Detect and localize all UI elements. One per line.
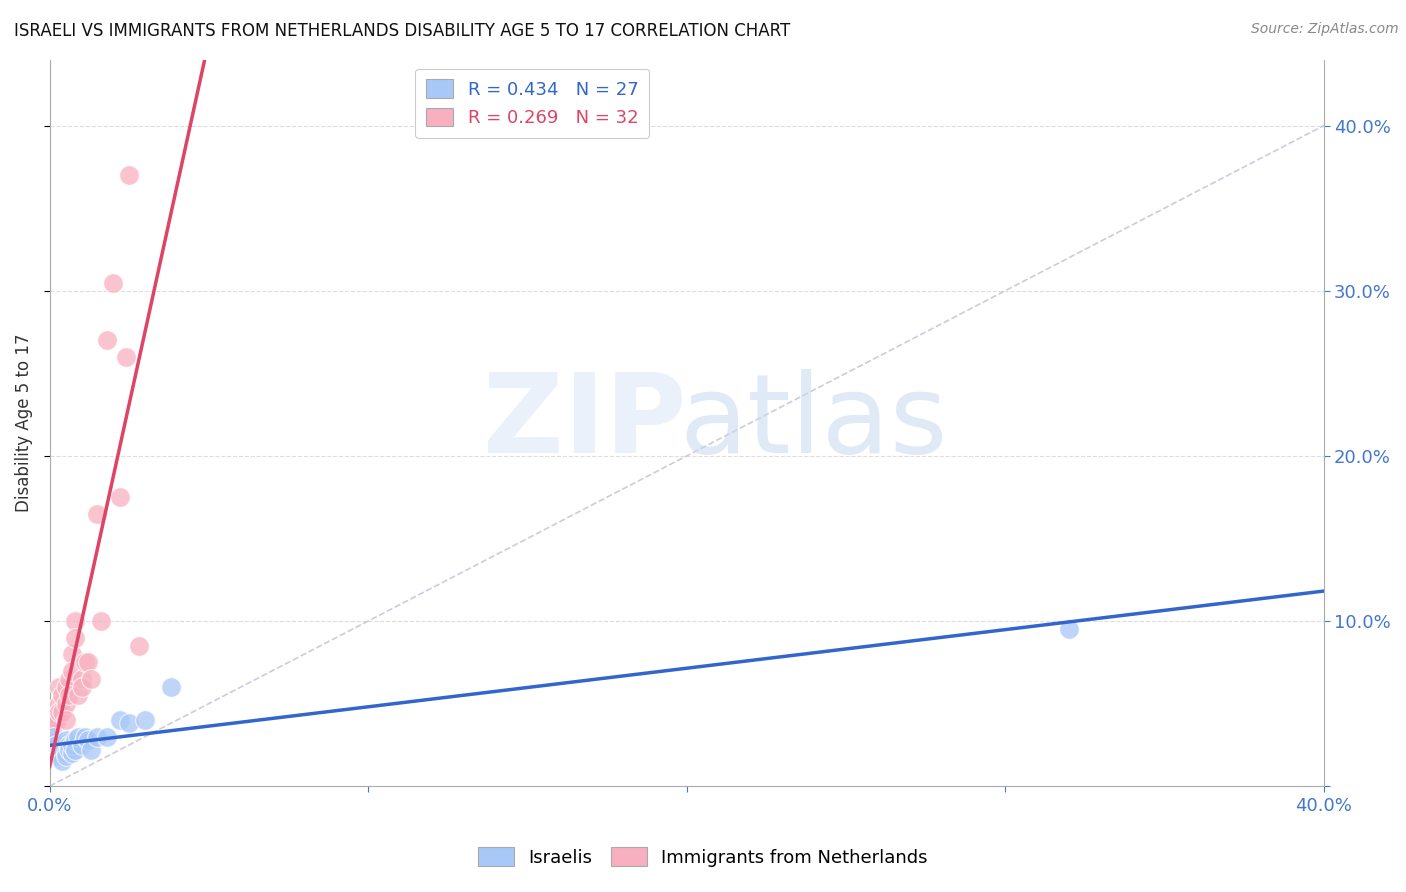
Point xyxy=(96,730,118,744)
Point xyxy=(1057,622,1080,636)
Point xyxy=(159,680,181,694)
Point xyxy=(48,746,70,760)
Text: Source: ZipAtlas.com: Source: ZipAtlas.com xyxy=(1251,22,1399,37)
Point xyxy=(48,705,70,719)
Point xyxy=(63,732,86,747)
Legend: R = 0.434   N = 27, R = 0.269   N = 32: R = 0.434 N = 27, R = 0.269 N = 32 xyxy=(415,69,650,138)
Point xyxy=(55,749,77,764)
Point xyxy=(51,705,73,719)
Point xyxy=(70,738,93,752)
Point xyxy=(134,713,156,727)
Point xyxy=(115,350,138,364)
Point xyxy=(58,743,80,757)
Point xyxy=(118,168,141,182)
Point xyxy=(86,507,108,521)
Point xyxy=(60,647,83,661)
Point xyxy=(80,743,103,757)
Point xyxy=(70,672,93,686)
Point xyxy=(108,713,131,727)
Y-axis label: Disability Age 5 to 17: Disability Age 5 to 17 xyxy=(15,334,32,512)
Point xyxy=(60,746,83,760)
Point xyxy=(86,730,108,744)
Point xyxy=(55,732,77,747)
Point xyxy=(77,732,100,747)
Point xyxy=(48,680,70,694)
Point xyxy=(58,738,80,752)
Point xyxy=(55,680,77,694)
Point xyxy=(48,697,70,711)
Point xyxy=(118,716,141,731)
Point xyxy=(67,689,90,703)
Point xyxy=(128,639,150,653)
Point xyxy=(63,614,86,628)
Point xyxy=(73,655,96,669)
Point xyxy=(58,672,80,686)
Point xyxy=(42,722,65,736)
Point xyxy=(60,738,83,752)
Point xyxy=(103,276,125,290)
Point xyxy=(42,730,65,744)
Point xyxy=(48,749,70,764)
Text: atlas: atlas xyxy=(681,369,948,476)
Point xyxy=(80,672,103,686)
Text: ISRAELI VS IMMIGRANTS FROM NETHERLANDS DISABILITY AGE 5 TO 17 CORRELATION CHART: ISRAELI VS IMMIGRANTS FROM NETHERLANDS D… xyxy=(14,22,790,40)
Point xyxy=(42,732,65,747)
Point xyxy=(108,490,131,504)
Point xyxy=(51,689,73,703)
Point xyxy=(67,730,90,744)
Point xyxy=(45,716,67,731)
Point xyxy=(77,655,100,669)
Point xyxy=(73,730,96,744)
Point xyxy=(58,689,80,703)
Point xyxy=(51,755,73,769)
Point xyxy=(45,738,67,752)
Point xyxy=(60,664,83,678)
Point xyxy=(70,680,93,694)
Point xyxy=(55,746,77,760)
Point xyxy=(51,743,73,757)
Point xyxy=(55,697,77,711)
Point xyxy=(90,614,112,628)
Legend: Israelis, Immigrants from Netherlands: Israelis, Immigrants from Netherlands xyxy=(471,840,935,874)
Point xyxy=(45,713,67,727)
Point xyxy=(55,713,77,727)
Point xyxy=(63,631,86,645)
Point xyxy=(96,334,118,348)
Text: ZIP: ZIP xyxy=(484,369,686,476)
Point xyxy=(63,743,86,757)
